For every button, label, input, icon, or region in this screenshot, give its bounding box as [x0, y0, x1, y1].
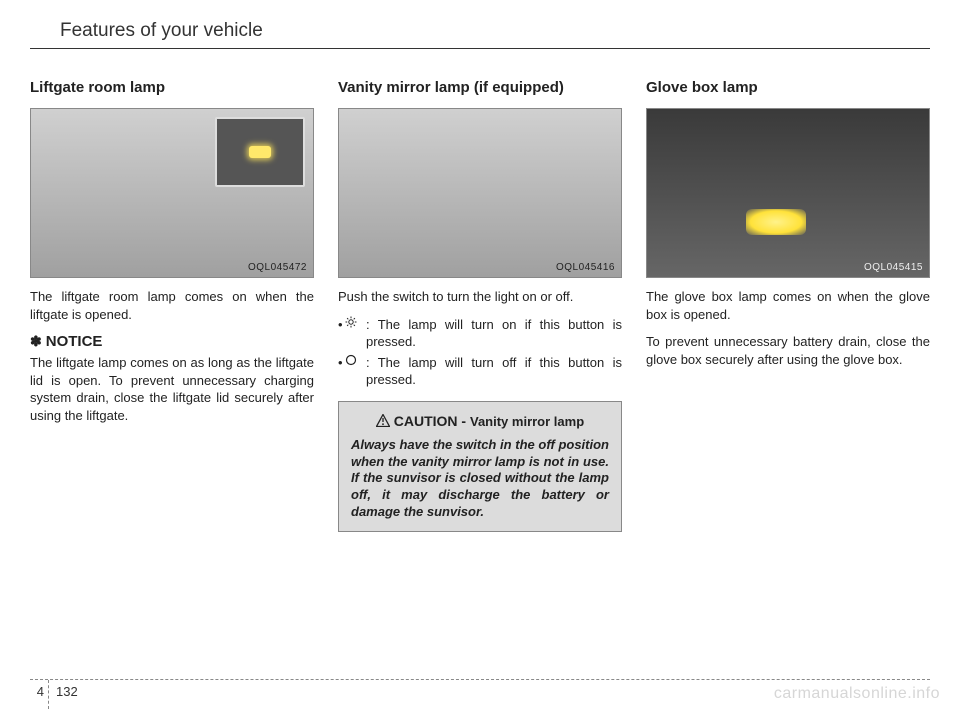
notice-label-text: NOTICE: [46, 333, 103, 350]
bullet-off-icon-wrap: •: [338, 354, 366, 389]
bullet-mark: •: [338, 354, 343, 372]
circle-icon: [345, 354, 357, 366]
vanity-bullets: • : The lamp will turn on if this button: [338, 316, 622, 389]
glovebox-lamp-glow: [746, 209, 806, 235]
footer-chapter: 4: [30, 684, 48, 699]
watermark: carmanualsonline.info: [774, 685, 940, 703]
caution-header: CAUTION - Vanity mirror lamp: [351, 412, 609, 431]
caution-word: CAUTION: [394, 413, 458, 429]
glovebox-figure: OQL045415: [646, 108, 930, 278]
footer-vbar: [48, 680, 49, 709]
vanity-title: Vanity mirror lamp (if equipped): [338, 79, 622, 96]
warning-icon: [376, 414, 390, 427]
bullet-off: • : The lamp will turn off if this butto…: [338, 354, 622, 389]
caution-dash: -: [458, 413, 470, 429]
liftgate-figure-code: OQL045472: [248, 262, 307, 273]
lamp-glow-icon: [249, 146, 271, 158]
glovebox-figure-bg: [647, 109, 929, 277]
caution-box: CAUTION - Vanity mirror lamp Always have…: [338, 401, 622, 532]
vanity-figure-code: OQL045416: [556, 262, 615, 273]
vanity-text-inner: Push the switch to turn the light on or …: [338, 289, 573, 304]
caution-subtitle: Vanity mirror lamp: [470, 414, 584, 429]
vanity-text: Push the switch to turn the light on or …: [338, 288, 622, 306]
bullet-on-text: : The lamp will turn on if this button i…: [366, 316, 622, 351]
liftgate-figure: OQL045472: [30, 108, 314, 278]
bullet-mark: •: [338, 316, 343, 334]
page-content: Features of your vehicle Liftgate room l…: [30, 20, 930, 532]
liftgate-figure-inset: [215, 117, 305, 187]
page-header: Features of your vehicle: [30, 20, 930, 49]
bullet-on: • : The lamp will turn on if this button: [338, 316, 622, 351]
header-title: Features of your vehicle: [60, 20, 930, 42]
vanity-figure-bg: [339, 109, 621, 277]
sun-icon: [345, 316, 357, 328]
bullet-off-text: : The lamp will turn off if this button …: [366, 354, 622, 389]
column-glovebox: Glove box lamp OQL045415 The glove box l…: [646, 79, 930, 532]
glovebox-text1: The glove box lamp comes on when the glo…: [646, 288, 930, 323]
notice-text: The liftgate lamp comes on as long as th…: [30, 354, 314, 424]
column-liftgate: Liftgate room lamp OQL045472 The liftgat…: [30, 79, 314, 532]
glovebox-text2: To prevent unnecessary battery drain, cl…: [646, 333, 930, 368]
notice-heading: ✽NOTICE: [30, 333, 314, 350]
liftgate-title: Liftgate room lamp: [30, 79, 314, 96]
column-layout: Liftgate room lamp OQL045472 The liftgat…: [30, 79, 930, 532]
notice-mark-icon: ✽: [30, 333, 42, 349]
column-vanity: Vanity mirror lamp (if equipped) OQL0454…: [338, 79, 622, 532]
glovebox-title: Glove box lamp: [646, 79, 930, 96]
bullet-on-icon-wrap: •: [338, 316, 366, 351]
footer-page: 132: [48, 684, 78, 699]
glovebox-figure-code: OQL045415: [864, 262, 923, 273]
vanity-figure: OQL045416: [338, 108, 622, 278]
liftgate-text: The liftgate room lamp comes on when the…: [30, 288, 314, 323]
caution-text: Always have the switch in the off positi…: [351, 437, 609, 521]
